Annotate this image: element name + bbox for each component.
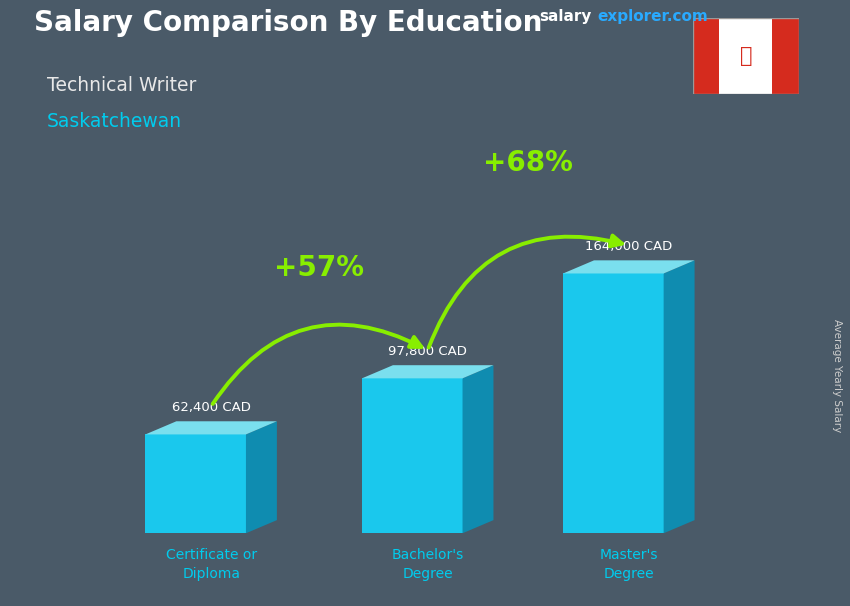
Text: 🍁: 🍁 [740, 46, 752, 66]
Text: Saskatchewan: Saskatchewan [47, 112, 182, 131]
Polygon shape [362, 378, 462, 533]
Text: 97,800 CAD: 97,800 CAD [388, 345, 468, 358]
Text: 62,400 CAD: 62,400 CAD [172, 401, 251, 414]
Text: salary: salary [540, 9, 592, 24]
Bar [693, 18, 719, 94]
Polygon shape [664, 261, 694, 533]
Text: Salary Comparison By Education: Salary Comparison By Education [34, 9, 542, 37]
Polygon shape [145, 435, 246, 533]
Bar [773, 18, 799, 94]
Text: Master's
Degree: Master's Degree [599, 548, 658, 581]
Polygon shape [462, 365, 494, 533]
Text: Bachelor's
Degree: Bachelor's Degree [392, 548, 464, 581]
Text: Certificate or
Diploma: Certificate or Diploma [166, 548, 257, 581]
Text: +68%: +68% [484, 148, 573, 176]
Polygon shape [563, 273, 664, 533]
FancyArrowPatch shape [428, 236, 622, 348]
Bar [719, 18, 773, 94]
FancyArrowPatch shape [212, 325, 422, 404]
Text: Technical Writer: Technical Writer [47, 76, 196, 95]
Text: explorer.com: explorer.com [598, 9, 708, 24]
Polygon shape [246, 421, 277, 533]
Text: Average Yearly Salary: Average Yearly Salary [831, 319, 842, 432]
Text: +57%: +57% [275, 253, 365, 282]
Polygon shape [145, 421, 277, 435]
Text: 164,000 CAD: 164,000 CAD [585, 240, 672, 253]
Polygon shape [362, 365, 494, 378]
Polygon shape [563, 261, 694, 273]
